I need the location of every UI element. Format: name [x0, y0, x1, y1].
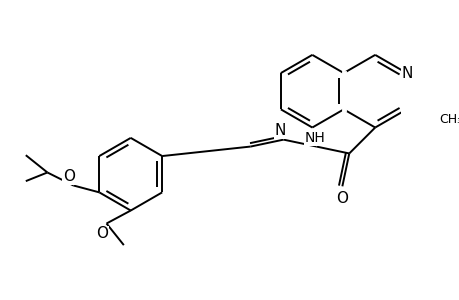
Text: N: N: [401, 65, 412, 80]
Text: O: O: [63, 169, 75, 184]
Text: O: O: [96, 226, 108, 242]
Text: NH: NH: [304, 131, 325, 145]
Text: N: N: [274, 124, 285, 139]
Text: O: O: [336, 191, 347, 206]
Text: CH₃: CH₃: [438, 113, 459, 126]
